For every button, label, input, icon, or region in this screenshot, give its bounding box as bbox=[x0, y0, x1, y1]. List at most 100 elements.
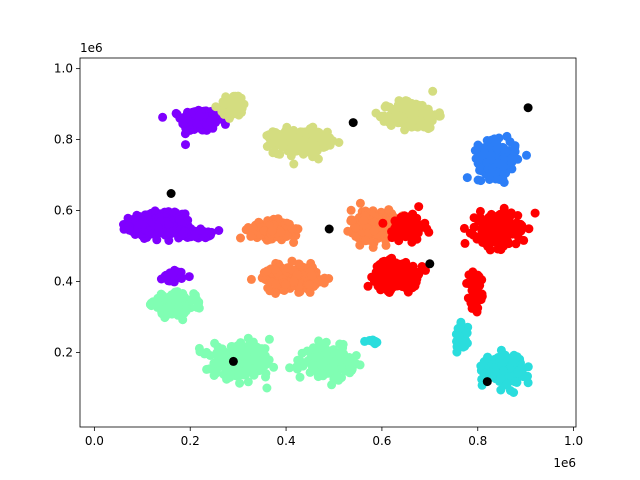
scatter-point bbox=[261, 372, 270, 382]
point-cluster bbox=[462, 131, 531, 187]
scatter-point bbox=[513, 211, 523, 220]
scatter-point bbox=[276, 228, 286, 237]
scatter-point bbox=[378, 218, 388, 228]
scatter-point bbox=[275, 149, 285, 159]
scatter-point bbox=[342, 356, 352, 366]
centroid-point bbox=[482, 377, 492, 387]
scatter-point bbox=[195, 347, 205, 357]
scatter-point bbox=[294, 259, 304, 269]
y-tick-label: 0.6 bbox=[54, 204, 73, 218]
scatter-point bbox=[270, 265, 280, 274]
scatter-point bbox=[337, 373, 346, 383]
scatter-point bbox=[435, 111, 445, 121]
scatter-point bbox=[273, 214, 283, 224]
scatter-point bbox=[314, 336, 324, 346]
scatter-point bbox=[317, 369, 327, 379]
scatter-point bbox=[283, 263, 292, 273]
scatter-point bbox=[388, 279, 398, 289]
scatter-point bbox=[164, 236, 174, 245]
scatter-point bbox=[304, 280, 314, 290]
y-tick-label: 1.0 bbox=[54, 62, 73, 76]
scatter-point bbox=[311, 352, 321, 362]
scatter-point bbox=[231, 106, 241, 116]
point-cluster bbox=[378, 202, 434, 247]
scatter-point bbox=[319, 278, 329, 288]
scatter-point bbox=[462, 328, 472, 338]
scatter-point bbox=[161, 273, 171, 283]
scatter-point bbox=[470, 146, 480, 155]
y-tick-label: 0.8 bbox=[54, 133, 73, 147]
point-cluster bbox=[285, 336, 365, 390]
scatter-point bbox=[264, 334, 274, 344]
scatter-point bbox=[495, 227, 505, 237]
point-cluster bbox=[246, 256, 334, 298]
scatter-point bbox=[398, 114, 407, 124]
centroid-points bbox=[166, 103, 533, 387]
scatter-point bbox=[160, 313, 170, 323]
scatter-point bbox=[180, 129, 190, 139]
point-cluster bbox=[194, 333, 279, 393]
centroid-point bbox=[348, 118, 358, 128]
scatter-point bbox=[194, 299, 203, 309]
scatter-point bbox=[522, 150, 531, 160]
scatter-point bbox=[269, 362, 279, 372]
scatter-point bbox=[301, 143, 311, 153]
scatter-point bbox=[395, 102, 405, 112]
x-tick-label: 0.0 bbox=[85, 434, 104, 448]
scatter-point bbox=[239, 349, 249, 359]
scatter-point bbox=[172, 109, 182, 119]
point-cluster bbox=[211, 91, 249, 123]
centroid-point bbox=[523, 103, 533, 113]
scatter-point bbox=[191, 118, 201, 128]
x-tick-label: 0.2 bbox=[181, 434, 200, 448]
scatter-point bbox=[524, 224, 534, 234]
scatter-point bbox=[295, 136, 305, 146]
x-axis-offset-label: 1e6 bbox=[553, 456, 576, 470]
centroid-point bbox=[228, 356, 238, 366]
scatter-point bbox=[373, 273, 383, 283]
scatter-point bbox=[152, 235, 162, 245]
x-tick-label: 0.6 bbox=[372, 434, 391, 448]
scatter-point bbox=[158, 112, 168, 122]
scatter-point bbox=[530, 208, 540, 218]
scatter-point bbox=[428, 86, 438, 96]
point-cluster bbox=[360, 335, 382, 349]
scatter-point bbox=[305, 367, 315, 377]
scatter-point bbox=[287, 224, 297, 234]
point-cluster bbox=[371, 86, 445, 135]
scatter-point bbox=[500, 354, 510, 364]
x-axis: 0.0 0.2 0.4 0.6 0.8 1.0 bbox=[85, 427, 583, 448]
scatter-point bbox=[246, 231, 256, 241]
scatter-point bbox=[380, 228, 390, 238]
scatter-point bbox=[307, 126, 317, 136]
data-points bbox=[119, 86, 540, 397]
scatter-point bbox=[271, 279, 281, 289]
point-cluster bbox=[174, 224, 224, 243]
scatter-point bbox=[146, 300, 155, 310]
scatter-point bbox=[506, 154, 516, 164]
scatter-point bbox=[487, 168, 497, 178]
scatter-point bbox=[359, 215, 369, 225]
scatter-point bbox=[180, 209, 190, 219]
scatter-point bbox=[492, 217, 502, 227]
scatter-point bbox=[523, 378, 533, 388]
y-axis: 0.2 0.4 0.6 0.8 1.0 bbox=[54, 62, 80, 359]
y-tick-label: 0.4 bbox=[54, 275, 73, 289]
scatter-point bbox=[503, 209, 513, 219]
scatter-point bbox=[494, 133, 504, 143]
scatter-point bbox=[473, 303, 483, 313]
scatter-point bbox=[395, 216, 405, 226]
scatter-point bbox=[217, 354, 227, 364]
scatter-point bbox=[214, 226, 224, 235]
x-tick-label: 0.8 bbox=[468, 434, 487, 448]
scatter-point bbox=[475, 206, 485, 216]
scatter-point bbox=[287, 256, 297, 266]
scatter-point bbox=[499, 178, 509, 187]
scatter-point bbox=[163, 219, 173, 229]
scatter-point bbox=[184, 272, 194, 282]
scatter-point bbox=[271, 130, 281, 140]
scatter-point bbox=[468, 272, 478, 282]
scatter-point bbox=[408, 261, 418, 271]
scatter-point bbox=[308, 152, 318, 162]
